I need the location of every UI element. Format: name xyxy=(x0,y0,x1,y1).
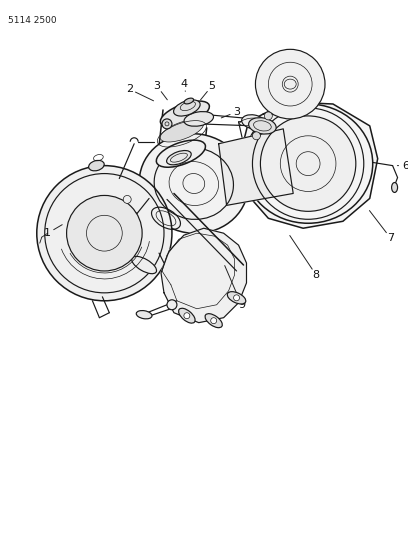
Text: 3: 3 xyxy=(233,107,240,117)
Ellipse shape xyxy=(227,292,246,304)
Circle shape xyxy=(184,313,190,319)
Polygon shape xyxy=(161,228,246,322)
Text: 5: 5 xyxy=(208,81,215,91)
Ellipse shape xyxy=(184,98,193,104)
Ellipse shape xyxy=(89,160,104,171)
Text: 8: 8 xyxy=(313,270,319,280)
Ellipse shape xyxy=(184,111,213,126)
Circle shape xyxy=(264,112,272,120)
Ellipse shape xyxy=(179,308,195,323)
Ellipse shape xyxy=(248,118,276,134)
Ellipse shape xyxy=(244,104,373,223)
Circle shape xyxy=(167,300,177,310)
Ellipse shape xyxy=(392,182,397,192)
Text: 7: 7 xyxy=(387,233,394,243)
Circle shape xyxy=(233,295,239,301)
Ellipse shape xyxy=(160,120,204,142)
Polygon shape xyxy=(241,102,378,228)
Circle shape xyxy=(260,116,356,212)
Circle shape xyxy=(253,132,260,140)
Ellipse shape xyxy=(132,256,157,273)
Text: 3: 3 xyxy=(153,81,160,91)
Circle shape xyxy=(255,50,325,119)
Text: 4: 4 xyxy=(180,79,187,89)
Text: 6: 6 xyxy=(402,160,408,171)
Circle shape xyxy=(162,119,172,129)
Circle shape xyxy=(123,196,131,204)
Ellipse shape xyxy=(173,100,200,116)
Ellipse shape xyxy=(160,101,209,127)
Text: 9: 9 xyxy=(238,300,245,310)
Text: 1: 1 xyxy=(44,228,51,238)
Ellipse shape xyxy=(205,313,222,328)
Circle shape xyxy=(67,196,142,271)
Ellipse shape xyxy=(156,140,206,167)
Polygon shape xyxy=(219,129,293,205)
Text: 5114 2500: 5114 2500 xyxy=(8,15,57,25)
Ellipse shape xyxy=(166,150,191,165)
Circle shape xyxy=(211,318,217,324)
Ellipse shape xyxy=(139,134,248,233)
Text: 2: 2 xyxy=(126,84,133,94)
Ellipse shape xyxy=(136,311,152,319)
Circle shape xyxy=(37,166,172,301)
Ellipse shape xyxy=(242,115,265,129)
